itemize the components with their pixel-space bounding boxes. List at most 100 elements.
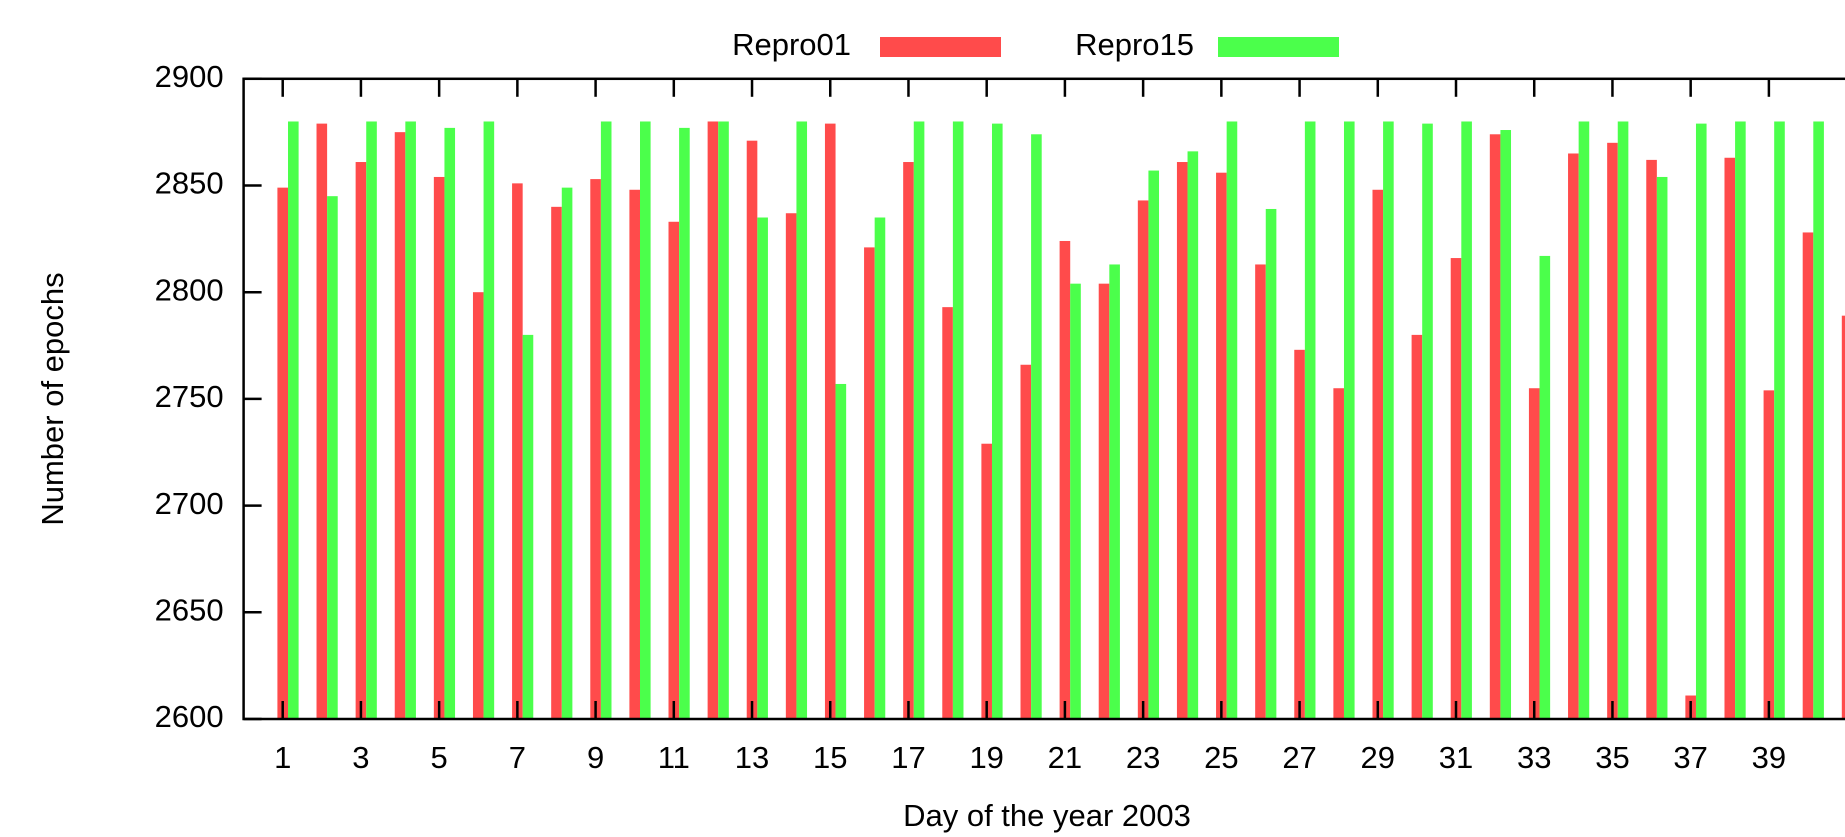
bar xyxy=(288,121,299,720)
bar xyxy=(1607,142,1618,719)
y-tick-label: 2750 xyxy=(155,379,224,414)
x-tick-label: 37 xyxy=(1673,740,1707,775)
bar xyxy=(874,217,886,719)
x-tick-label: 13 xyxy=(735,740,769,775)
bar xyxy=(824,123,836,719)
y-axis-label: Number of epochs xyxy=(35,272,70,525)
bar xyxy=(746,140,758,719)
bar xyxy=(1411,334,1423,719)
bar xyxy=(1304,121,1316,720)
bar xyxy=(913,121,925,720)
bar xyxy=(1774,121,1785,720)
bar xyxy=(1383,121,1394,720)
bar xyxy=(1450,258,1462,719)
y-tick-label: 2900 xyxy=(155,59,224,94)
bar xyxy=(405,121,416,720)
bar xyxy=(316,123,328,719)
x-tick-label: 25 xyxy=(1204,740,1238,775)
bar xyxy=(522,334,534,719)
bar xyxy=(444,127,456,719)
x-tick-label: 33 xyxy=(1517,740,1551,775)
bar xyxy=(1098,283,1110,719)
bar xyxy=(1226,121,1238,720)
bar xyxy=(785,213,797,719)
bar xyxy=(640,121,651,720)
bar xyxy=(1372,189,1384,719)
y-tick-label: 2700 xyxy=(155,486,224,521)
bar xyxy=(1216,172,1227,720)
bar xyxy=(1031,134,1042,719)
bar xyxy=(796,121,808,720)
plot-frame xyxy=(242,77,1845,721)
x-tick-label: 27 xyxy=(1282,740,1316,775)
x-tick-label: 1 xyxy=(274,740,291,775)
bar xyxy=(1255,264,1266,719)
bar xyxy=(1578,121,1590,720)
x-tick-label: 21 xyxy=(1048,740,1082,775)
x-tick-label: 9 xyxy=(587,740,604,775)
bar xyxy=(1176,162,1188,719)
bar xyxy=(1070,283,1081,719)
bar xyxy=(1187,151,1199,719)
legend-swatch xyxy=(1218,37,1339,57)
bar xyxy=(394,132,406,719)
bar xyxy=(903,162,914,719)
x-tick-label: 39 xyxy=(1752,740,1786,775)
bar xyxy=(1265,208,1277,719)
bar xyxy=(1763,390,1775,719)
bar xyxy=(551,206,562,720)
bar xyxy=(1724,157,1736,719)
bar xyxy=(1656,176,1668,720)
x-tick-label: 35 xyxy=(1595,740,1629,775)
bar xyxy=(277,187,289,719)
bar xyxy=(952,121,964,720)
y-tick-label: 2850 xyxy=(155,166,224,201)
bar xyxy=(1735,121,1746,720)
x-tick-label: 17 xyxy=(891,740,925,775)
bar xyxy=(1646,159,1657,720)
bar xyxy=(757,217,768,719)
bar xyxy=(1109,264,1120,719)
bar xyxy=(433,176,445,720)
bar xyxy=(1489,134,1501,719)
bar xyxy=(1294,349,1305,719)
x-tick-label: 31 xyxy=(1439,740,1473,775)
bar xyxy=(1568,153,1579,720)
bar xyxy=(1461,121,1472,720)
bar xyxy=(472,292,484,719)
bar xyxy=(835,383,847,719)
x-tick-label: 23 xyxy=(1126,740,1160,775)
bar xyxy=(366,121,377,720)
bar xyxy=(1422,123,1433,719)
y-tick-label: 2600 xyxy=(155,699,224,734)
bar xyxy=(355,162,367,719)
bar xyxy=(483,121,495,720)
bar xyxy=(1343,121,1355,720)
legend-label: Repro15 xyxy=(1075,27,1194,62)
bar xyxy=(668,221,680,719)
bar xyxy=(327,196,338,720)
bar xyxy=(1333,388,1344,719)
bar xyxy=(1528,388,1540,719)
y-tick-label: 2800 xyxy=(155,272,224,307)
y-tick-label: 2650 xyxy=(155,592,224,627)
x-tick-label: 11 xyxy=(658,740,690,775)
bar xyxy=(1695,123,1707,719)
bar xyxy=(864,247,875,720)
legend-label: Repro01 xyxy=(732,27,851,62)
bar xyxy=(981,443,992,719)
bar xyxy=(590,179,601,719)
x-tick-label: 15 xyxy=(813,740,847,775)
x-axis-label: Day of the year 2003 xyxy=(903,798,1191,833)
bar xyxy=(991,123,1003,719)
bar xyxy=(1148,170,1160,719)
bar xyxy=(1059,240,1071,719)
x-tick-label: 29 xyxy=(1361,740,1395,775)
bar xyxy=(1137,200,1149,720)
bar xyxy=(679,127,690,719)
bar xyxy=(1500,130,1512,720)
x-tick-label: 19 xyxy=(969,740,1003,775)
bar xyxy=(942,307,953,719)
bar xyxy=(1813,121,1824,720)
